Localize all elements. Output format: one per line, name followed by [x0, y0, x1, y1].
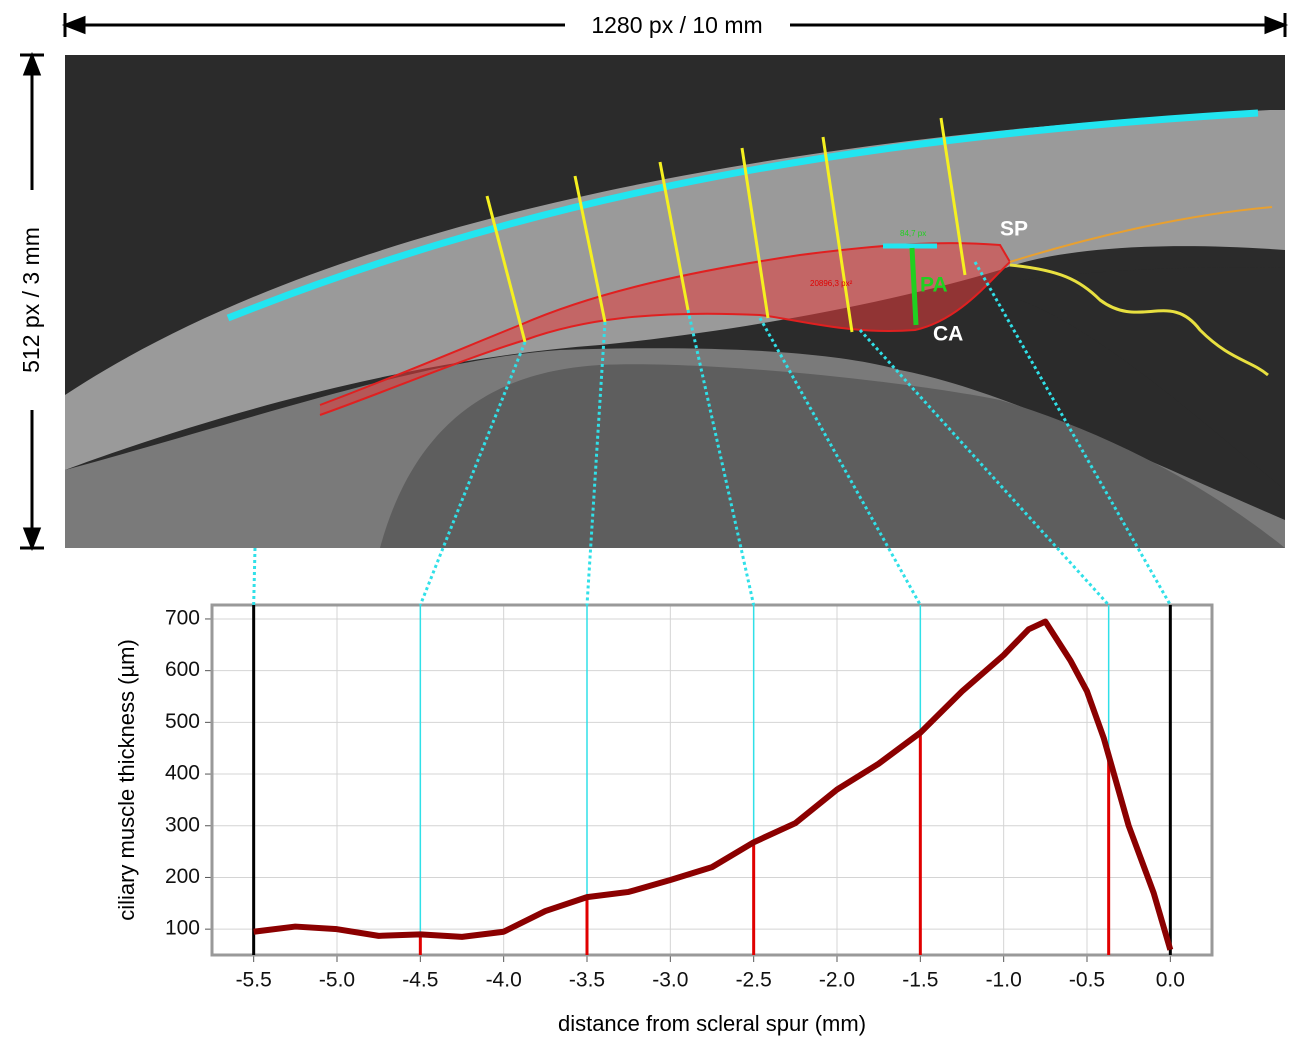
y-tick-label: 300 [165, 813, 200, 836]
x-tick-label: -0.5 [1069, 969, 1105, 992]
connector [252, 547, 257, 606]
x-tick-label: -3.5 [569, 969, 605, 992]
y-tick-label: 600 [165, 658, 200, 681]
x-tick-label: -5.5 [236, 969, 272, 992]
height-label: 512 px / 3 mm [18, 227, 44, 373]
anterior-chamber [1020, 267, 1285, 490]
x-tick-label: -4.0 [486, 969, 522, 992]
y-tick-label: 500 [165, 710, 200, 733]
y-tick-label: 700 [165, 607, 200, 630]
connector [585, 321, 607, 606]
x-axis-label: distance from scleral spur (mm) [558, 1011, 866, 1036]
x-tick-label: -1.0 [986, 969, 1022, 992]
x-tick-label: -2.0 [819, 969, 855, 992]
y-tick-label: 200 [165, 865, 200, 888]
distance-label: 84,7 px [900, 229, 926, 238]
pa-label: PA [920, 274, 948, 297]
lens [380, 364, 1285, 548]
x-tick-label: 0.0 [1156, 969, 1185, 992]
x-tick-label: -3.0 [652, 969, 688, 992]
measure-lines [485, 117, 967, 343]
curve [253, 618, 1174, 951]
x-tick-label: -5.0 [319, 969, 355, 992]
ca-label: CA [933, 323, 963, 346]
connector [418, 341, 527, 606]
x-tick-label: -4.5 [402, 969, 438, 992]
sp-label: SP [1000, 218, 1028, 241]
muscle-region [319, 242, 1012, 416]
x-tick-label: -2.5 [736, 969, 772, 992]
y-tick-label: 100 [165, 917, 200, 940]
plot-frame [210, 603, 1214, 957]
boundary [1009, 206, 1273, 263]
y-tick-label: 400 [165, 762, 200, 785]
connector [758, 317, 922, 606]
connector [858, 328, 1110, 607]
connector [686, 309, 756, 606]
iris-boundary [1009, 263, 1269, 377]
chart: 100 200 300 400 500 600 700 -5.5 -5.0 -4.5 -4.0 -3.… [114, 603, 1214, 1036]
pa-line [909, 247, 919, 326]
y-axis-label: ciliary muscle thickness (µm) [114, 639, 139, 921]
x-tick-label: -1.5 [902, 969, 938, 992]
dimension-arrows [20, 13, 1289, 552]
area-label: 20896,3 px² [810, 279, 853, 288]
cornea-boundary [226, 109, 1259, 322]
width-label: 1280 px / 10 mm [591, 12, 762, 38]
